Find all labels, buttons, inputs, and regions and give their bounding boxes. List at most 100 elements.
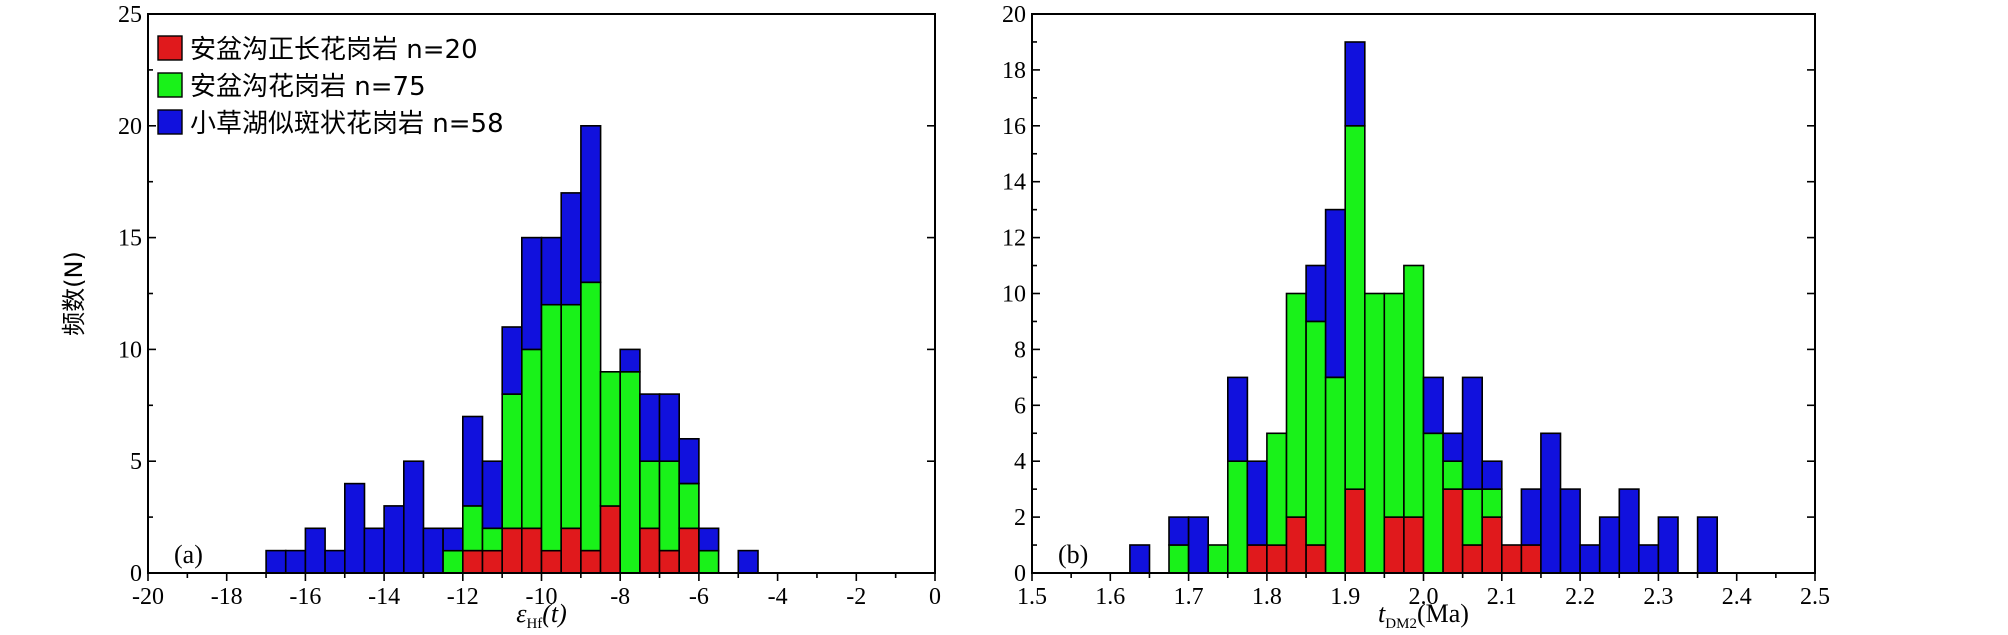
x-axis-title-main: ε [516,599,527,628]
bar-green-15 [560,303,582,530]
bar-blue-16 [580,125,602,284]
chart-panel-b: 1.5 1.6 1.7 1.8 1.9 2.0 2.1 2.2 2.3 2.4 2.5 0 2 4 6 8 10… [1002,2,1830,632]
x-tick-label: 0 [929,584,941,610]
legend-swatch-red [157,35,183,61]
bar-red-21 [678,527,700,574]
x-axis-title: εHf(t) [516,599,567,632]
legend-swatch-blue [157,109,183,135]
bar-green-6 [1266,432,1288,546]
bar-red-7 [1285,516,1307,574]
bar-green-14 [540,303,563,552]
bar-green-4 [1227,460,1249,574]
bar-blue-4 [1227,376,1249,462]
bar-green-3 [1207,544,1229,574]
bar-blue-3 [324,549,346,574]
bar-blue-10 [1344,41,1366,127]
legend-label: 安盆沟花岗岩 n=75 [190,72,426,102]
bar-blue-9 [1324,208,1346,379]
bar-blue-22 [1579,544,1601,574]
bar-red-16 [580,549,602,574]
chart-panel-a: -20 -18 -16 -14 -12 -10 -8 -6 -4 -2 00510152025(a)… [60,2,941,632]
bar-blue-25 [1638,544,1660,574]
bar-blue-20 [1540,432,1562,574]
x-tick-label: 2.2 [1565,584,1595,610]
bar-blue-17 [1481,460,1503,490]
bar-blue-19 [639,393,661,463]
x-tick-label: -2 [846,584,866,610]
x-axis-title-sub: Hf [526,616,542,632]
bar-blue-14 [1422,376,1444,435]
bar-blue-6 [383,505,405,574]
bar-blue-2 [304,527,326,574]
y-tick-label: 18 [1002,58,1026,84]
bar-green-11 [481,527,504,552]
x-tick-label: 2.4 [1722,584,1752,610]
bar-blue-18 [619,348,641,373]
bar-blue-23 [1598,516,1621,574]
bar-blue-21 [678,437,700,485]
bar-green-22 [698,549,720,574]
bar-green-17 [599,370,622,507]
bar-blue-27 [1696,516,1718,574]
bar-red-17 [1481,516,1503,574]
y-tick-label: 16 [1002,114,1026,140]
bar-red-19 [1520,544,1542,574]
bar-red-18 [1501,544,1523,574]
legend: 安盆沟正长花岗岩 n=20 安盆沟花岗岩 n=75 小草湖似斑状花岗岩 n=58 [157,35,504,139]
legend-label: 小草湖似斑状花岗岩 n=58 [190,109,504,139]
x-tick-label: -10 [526,584,558,610]
bar-blue-16 [1461,376,1483,490]
y-tick-label: 0 [130,561,142,587]
bar-green-14 [1422,432,1444,574]
bar-green-10 [1344,125,1366,490]
bar-red-16 [1461,544,1483,574]
y-tick-label: 20 [1002,2,1026,28]
bar-red-10 [1344,488,1366,574]
bar-green-10 [461,505,484,552]
x-axis-title-sub: DM2 [1385,616,1417,632]
bar-blue-19 [1520,488,1542,546]
bar-red-15 [1442,488,1464,574]
bar-blue-2 [1187,516,1209,574]
y-tick-label: 12 [1002,226,1026,252]
bar-red-13 [1403,516,1425,574]
bar-blue-13 [520,236,543,351]
bar-blue-26 [1657,516,1679,574]
bar-blue-1 [284,549,307,574]
legend-label: 安盆沟正长花岗岩 n=20 [190,35,478,65]
x-tick-label: 1.8 [1252,584,1282,610]
bar-red-15 [560,527,582,574]
x-tick-label: -20 [132,584,164,610]
bar-green-18 [619,370,641,574]
bar-blue-8 [422,527,444,574]
bar-blue-20 [658,393,681,463]
bar-blue-4 [343,482,366,574]
bar-blue-23 [737,549,759,574]
bar-blue-7 [402,460,425,574]
bar-green-13 [1403,264,1425,518]
bar-green-12 [501,393,523,530]
y-tick-label: 25 [118,2,142,28]
bar-blue-0 [265,549,287,574]
bar-blue-24 [1618,488,1640,574]
bar-blue-5 [1246,460,1268,546]
bar-blue-9 [442,527,464,552]
bar-red-12 [501,527,523,574]
y-tick-label: 6 [1014,393,1026,419]
bar-blue-0 [1129,544,1151,574]
bar-green-7 [1285,292,1307,518]
bar-green-17 [1481,488,1503,518]
x-tick-label: -8 [610,584,630,610]
x-tick-label: 1.5 [1017,584,1047,610]
y-tick-label: 10 [1002,282,1026,308]
bar-green-13 [520,348,543,530]
bar-red-19 [639,527,661,574]
bar-red-10 [461,549,484,574]
bar-red-20 [658,549,681,574]
y-tick-label: 2 [1014,505,1026,531]
bar-green-12 [1383,292,1405,518]
bar-green-1 [1168,544,1190,574]
y-tick-label: 8 [1014,337,1026,363]
bar-blue-1 [1168,516,1190,546]
y-tick-label: 5 [130,449,142,475]
